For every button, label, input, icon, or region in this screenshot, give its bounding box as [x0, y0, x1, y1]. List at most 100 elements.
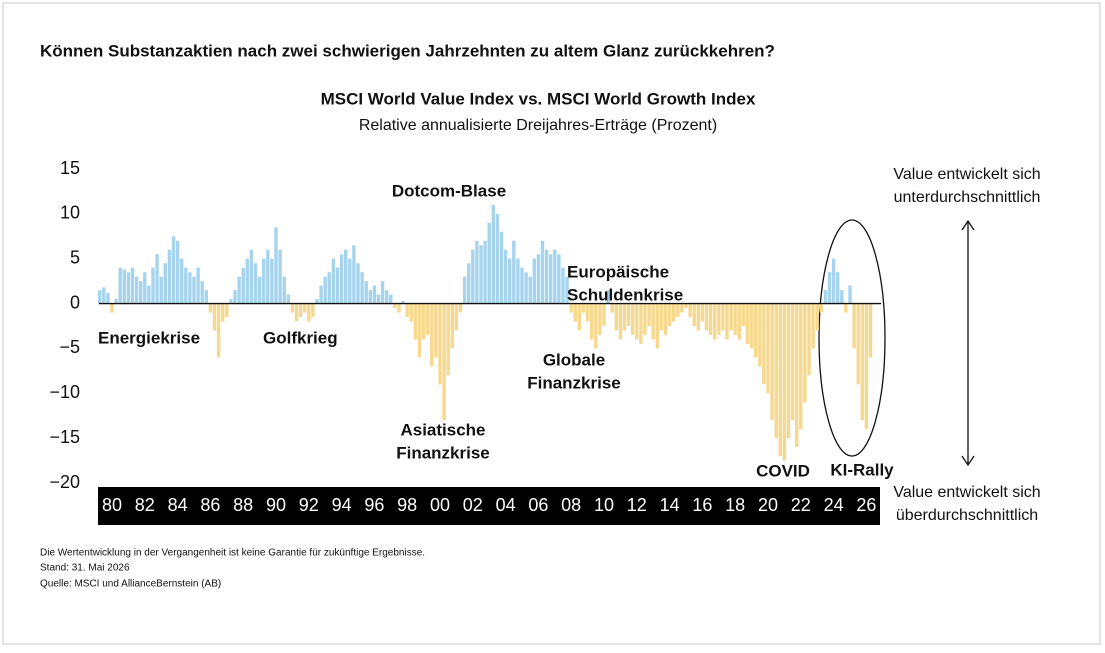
- bar: [143, 272, 147, 304]
- bar: [524, 272, 528, 304]
- bar: [614, 303, 618, 331]
- bar: [626, 303, 631, 326]
- bar: [749, 303, 754, 349]
- side-note: überdurchschnittlich: [896, 507, 1038, 524]
- bar: [782, 303, 787, 461]
- y-tick-label: 5: [70, 247, 80, 267]
- bar: [307, 303, 311, 322]
- bar: [762, 303, 766, 385]
- bar: [721, 303, 725, 331]
- bar: [655, 303, 659, 349]
- bar: [479, 245, 483, 304]
- bar: [827, 272, 832, 304]
- bar: [216, 303, 221, 358]
- bar: [446, 303, 450, 376]
- bar: [499, 231, 504, 304]
- bar: [438, 303, 442, 385]
- bar: [159, 276, 163, 304]
- bar: [704, 303, 709, 331]
- bar: [725, 303, 729, 340]
- x-tick-label: 92: [299, 495, 319, 515]
- bar: [471, 249, 475, 304]
- bar: [237, 276, 241, 304]
- bar: [311, 303, 315, 318]
- bar: [622, 303, 627, 331]
- x-tick-label: 24: [824, 495, 844, 515]
- annotation: Dotcom-Blase: [392, 181, 506, 200]
- bar: [618, 303, 623, 340]
- bar: [836, 272, 840, 304]
- bar: [741, 303, 746, 326]
- bar: [758, 303, 762, 367]
- bar: [680, 303, 684, 313]
- bar: [241, 267, 245, 304]
- y-tick-label: −10: [49, 382, 80, 402]
- x-tick-label: 84: [168, 495, 188, 515]
- frame: [2, 2, 1101, 645]
- highlight-ellipse: [818, 219, 886, 457]
- bar: [335, 267, 340, 304]
- bar: [257, 276, 262, 304]
- annotation: Asiatische: [400, 420, 485, 439]
- bar: [110, 303, 114, 313]
- bar: [754, 303, 758, 358]
- bar: [389, 294, 393, 304]
- bar: [212, 303, 217, 331]
- bar: [696, 303, 700, 331]
- bar: [413, 303, 418, 340]
- x-tick-label: 18: [725, 495, 745, 515]
- x-tick-label: 94: [332, 495, 352, 515]
- bar: [175, 240, 180, 304]
- bar: [298, 303, 303, 318]
- bar: [643, 303, 647, 335]
- x-tick-label: 00: [430, 495, 450, 515]
- bar: [376, 294, 381, 304]
- bar: [815, 303, 819, 331]
- bar: [192, 276, 196, 304]
- bar: [397, 303, 401, 313]
- y-tick-label: 15: [60, 158, 80, 178]
- bar: [249, 249, 254, 304]
- bar: [790, 303, 795, 421]
- bar: [639, 303, 643, 344]
- bar: [118, 267, 122, 304]
- bar: [262, 258, 266, 304]
- bar: [409, 303, 413, 322]
- bar: [844, 303, 848, 313]
- bar: [848, 285, 852, 304]
- bar: [454, 303, 459, 331]
- bar: [590, 303, 594, 340]
- bar: [667, 303, 672, 326]
- bar: [253, 263, 258, 304]
- bar: [840, 290, 844, 304]
- bar: [631, 303, 635, 335]
- bar: [401, 300, 405, 304]
- bar: [602, 303, 606, 326]
- bar: [819, 303, 823, 313]
- bar: [651, 303, 655, 340]
- bar: [544, 249, 549, 304]
- bar: [155, 254, 159, 304]
- bar: [803, 303, 807, 403]
- annotation: Finanzkrise: [527, 373, 621, 392]
- chart-subtitle: Relative annualisierte Dreijahres-Erträg…: [359, 117, 717, 134]
- bar: [467, 263, 471, 304]
- bar: [462, 276, 467, 304]
- annotation: Finanzkrise: [396, 443, 490, 462]
- bar: [151, 267, 155, 304]
- x-tick-label: 96: [364, 495, 384, 515]
- bar: [327, 272, 331, 304]
- bar: [647, 303, 651, 326]
- bar: [229, 299, 233, 304]
- bar: [684, 303, 688, 309]
- bar: [458, 303, 463, 313]
- bar: [540, 240, 545, 304]
- bar: [598, 303, 602, 335]
- bar: [368, 290, 372, 304]
- bar: [319, 285, 323, 304]
- annotation: Schuldenkrise: [567, 285, 683, 304]
- annotation: Energiekrise: [98, 328, 200, 347]
- bar: [163, 263, 167, 304]
- bar: [852, 303, 856, 349]
